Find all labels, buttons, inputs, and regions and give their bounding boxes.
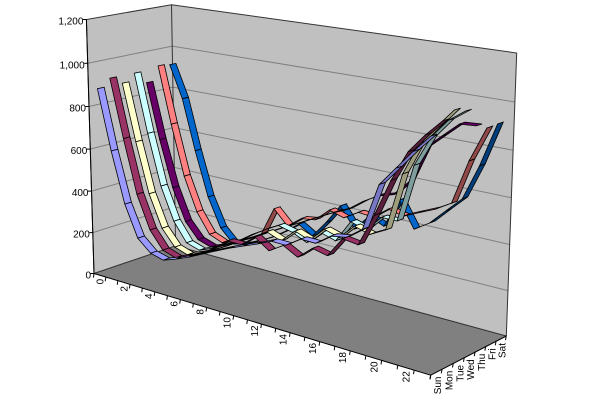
svg-text:20: 20 — [369, 361, 380, 373]
svg-text:0: 0 — [96, 278, 107, 284]
svg-text:200: 200 — [73, 230, 90, 241]
svg-text:12: 12 — [250, 325, 261, 337]
svg-text:Tue: Tue — [455, 364, 466, 381]
svg-text:800: 800 — [69, 104, 86, 115]
svg-text:4: 4 — [144, 293, 155, 299]
svg-text:Sun: Sun — [433, 377, 444, 395]
svg-text:Fri: Fri — [487, 348, 498, 360]
svg-text:Wed: Wed — [466, 359, 477, 379]
svg-text:1,200: 1,200 — [58, 17, 83, 28]
svg-text:6: 6 — [169, 301, 180, 307]
svg-text:400: 400 — [72, 188, 89, 199]
svg-text:14: 14 — [279, 334, 290, 346]
svg-text:0: 0 — [85, 271, 91, 282]
svg-text:18: 18 — [338, 352, 349, 364]
svg-text:16: 16 — [308, 342, 319, 354]
svg-text:Thu: Thu — [477, 354, 488, 371]
svg-text:Sat: Sat — [498, 343, 509, 358]
svg-text:Mon: Mon — [444, 371, 455, 390]
svg-text:8: 8 — [196, 309, 207, 315]
svg-text:2: 2 — [120, 286, 131, 292]
svg-text:1,000: 1,000 — [60, 60, 85, 71]
svg-text:600: 600 — [71, 146, 88, 157]
svg-text:10: 10 — [222, 317, 233, 329]
svg-text:22: 22 — [402, 371, 413, 383]
